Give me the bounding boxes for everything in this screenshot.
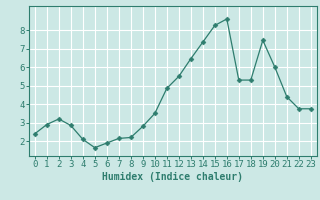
X-axis label: Humidex (Indice chaleur): Humidex (Indice chaleur) xyxy=(102,172,243,182)
